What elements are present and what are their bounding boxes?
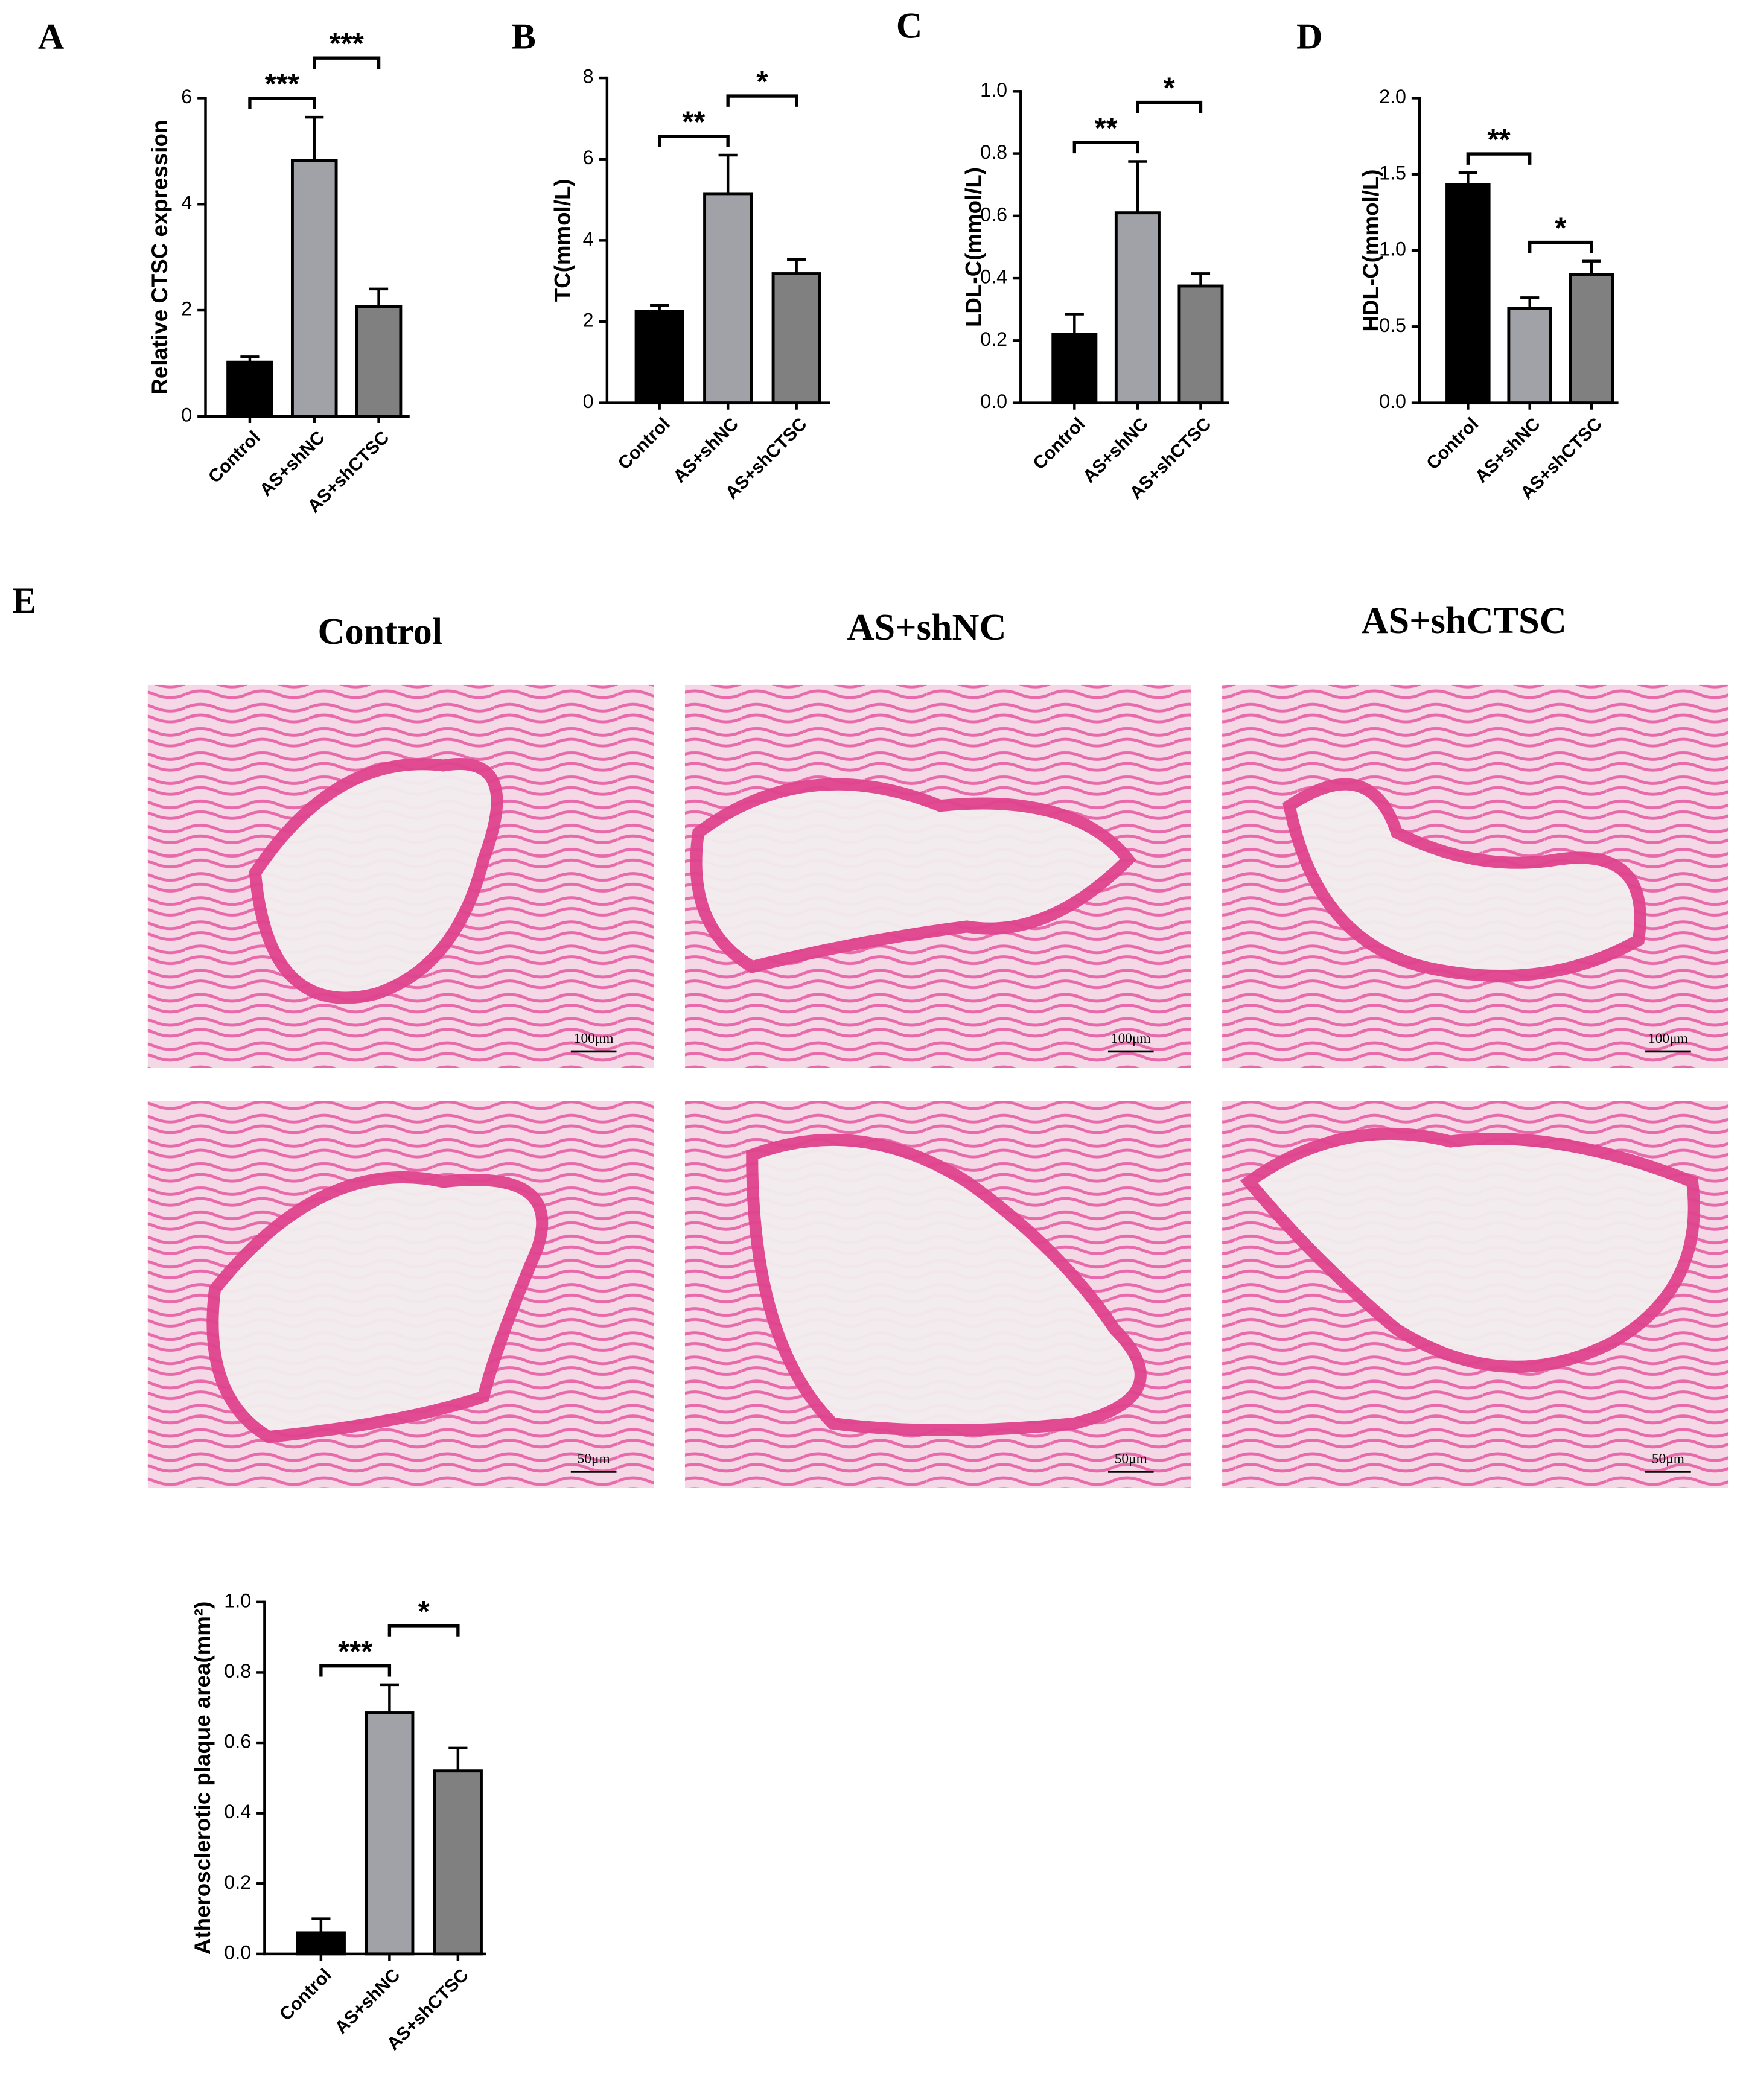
y-tick-label: 0.6 (224, 1731, 251, 1752)
scale-bar-label: 50μm (578, 1451, 610, 1466)
vessel-lumen (690, 778, 1136, 973)
y-tick-label: 0.2 (224, 1871, 251, 1893)
significance-label: *** (265, 68, 299, 101)
vessel-lumen (746, 1133, 1147, 1436)
significance-label: * (418, 1596, 430, 1628)
bar (1569, 273, 1614, 405)
y-tick-label: 6 (583, 147, 594, 168)
y-axis-title: TC(mmol/L) (550, 179, 575, 302)
significance-label: ** (1487, 124, 1510, 156)
bar (290, 159, 338, 418)
bar (296, 1931, 346, 1956)
x-tick-label: Control (1029, 414, 1089, 474)
bar (433, 1769, 483, 1956)
y-tick-label: 1.0 (224, 1589, 251, 1611)
panel-label: D (1296, 16, 1322, 57)
scale-bar-label: 100μm (574, 1031, 614, 1046)
y-tick-label: 0.4 (980, 266, 1007, 288)
bar (1114, 211, 1161, 405)
y-tick-label: 0.4 (224, 1801, 251, 1822)
bar (365, 1711, 415, 1956)
y-tick-label: 0.2 (980, 328, 1007, 350)
significance-bracket (319, 1664, 392, 1677)
y-tick-label: 0.0 (980, 390, 1007, 412)
y-axis-title: Atherosclerotic plaque area(mm²) (190, 1602, 215, 1955)
y-tick-label: 0.0 (224, 1941, 251, 1963)
y-axis-title: HDL-C(mmol/L) (1359, 169, 1383, 331)
significance-label: *** (338, 1636, 372, 1669)
panel-label: B (512, 16, 536, 57)
vessel-lumen (249, 757, 503, 1004)
panel-label: C (896, 5, 922, 46)
bar (1051, 332, 1098, 405)
bar (1445, 183, 1491, 405)
y-tick-label: 1.5 (1379, 162, 1406, 183)
y-tick-label: 2 (181, 298, 192, 320)
column-title: AS+shCTSC (1362, 600, 1567, 641)
y-tick-label: 1.0 (1379, 238, 1406, 260)
vessel-lumen (1240, 1127, 1700, 1373)
significance-bracket (1466, 152, 1532, 165)
y-tick-label: 0.8 (980, 141, 1007, 163)
y-tick-label: 0.0 (1379, 390, 1406, 412)
vessel-lumen (206, 1171, 549, 1443)
x-tick-label: AS+shNC (669, 414, 742, 487)
significance-bracket (1528, 240, 1593, 253)
significance-label: ** (682, 106, 705, 139)
bar (703, 192, 753, 405)
y-tick-label: 4 (181, 192, 192, 214)
bar (1507, 307, 1552, 405)
x-tick-label: Control (276, 1965, 336, 2025)
significance-bracket (657, 135, 730, 147)
y-tick-label: 0 (583, 390, 594, 412)
significance-bracket (1072, 141, 1139, 154)
significance-bracket (313, 56, 381, 69)
y-tick-label: 1.0 (980, 79, 1007, 101)
y-tick-label: 2 (583, 309, 594, 331)
y-tick-label: 2.0 (1379, 86, 1406, 107)
x-tick-label: AS+shNC (331, 1965, 404, 2038)
column-title: Control (318, 611, 443, 652)
panel-label: A (38, 16, 64, 57)
y-tick-label: 0.8 (224, 1660, 251, 1682)
x-tick-label: Control (1423, 414, 1482, 474)
y-tick-label: 0.6 (980, 203, 1007, 225)
x-tick-label: Control (205, 427, 264, 487)
vessel-lumen (1282, 778, 1646, 982)
y-tick-label: 8 (583, 66, 594, 88)
significance-label: * (1164, 72, 1175, 104)
significance-label: * (756, 66, 768, 98)
significance-label: *** (330, 28, 364, 60)
bar (634, 310, 684, 405)
significance-bracket (248, 97, 316, 109)
y-axis-title: Relative CTSC expression (147, 120, 172, 395)
y-tick-label: 6 (181, 86, 192, 107)
y-tick-label: 0 (181, 404, 192, 425)
column-title: AS+shNC (847, 606, 1007, 648)
bar (355, 305, 403, 418)
scale-bar-label: 100μm (1111, 1031, 1151, 1046)
scale-bar-label: 100μm (1648, 1031, 1688, 1046)
significance-bracket (387, 1624, 460, 1637)
significance-bracket (1136, 100, 1203, 113)
significance-bracket (726, 94, 798, 107)
bar (226, 360, 273, 418)
y-tick-label: 0.5 (1379, 314, 1406, 336)
scale-bar-label: 50μm (1652, 1451, 1684, 1466)
significance-label: ** (1095, 112, 1118, 145)
y-axis-title: LDL-C(mmol/L) (961, 167, 986, 327)
scale-bar-label: 50μm (1115, 1451, 1147, 1466)
x-tick-label: Control (614, 414, 674, 474)
significance-label: * (1555, 212, 1566, 244)
bar (1177, 284, 1224, 405)
bar (771, 272, 821, 405)
y-tick-label: 4 (583, 228, 594, 250)
panel-label: E (12, 580, 36, 620)
